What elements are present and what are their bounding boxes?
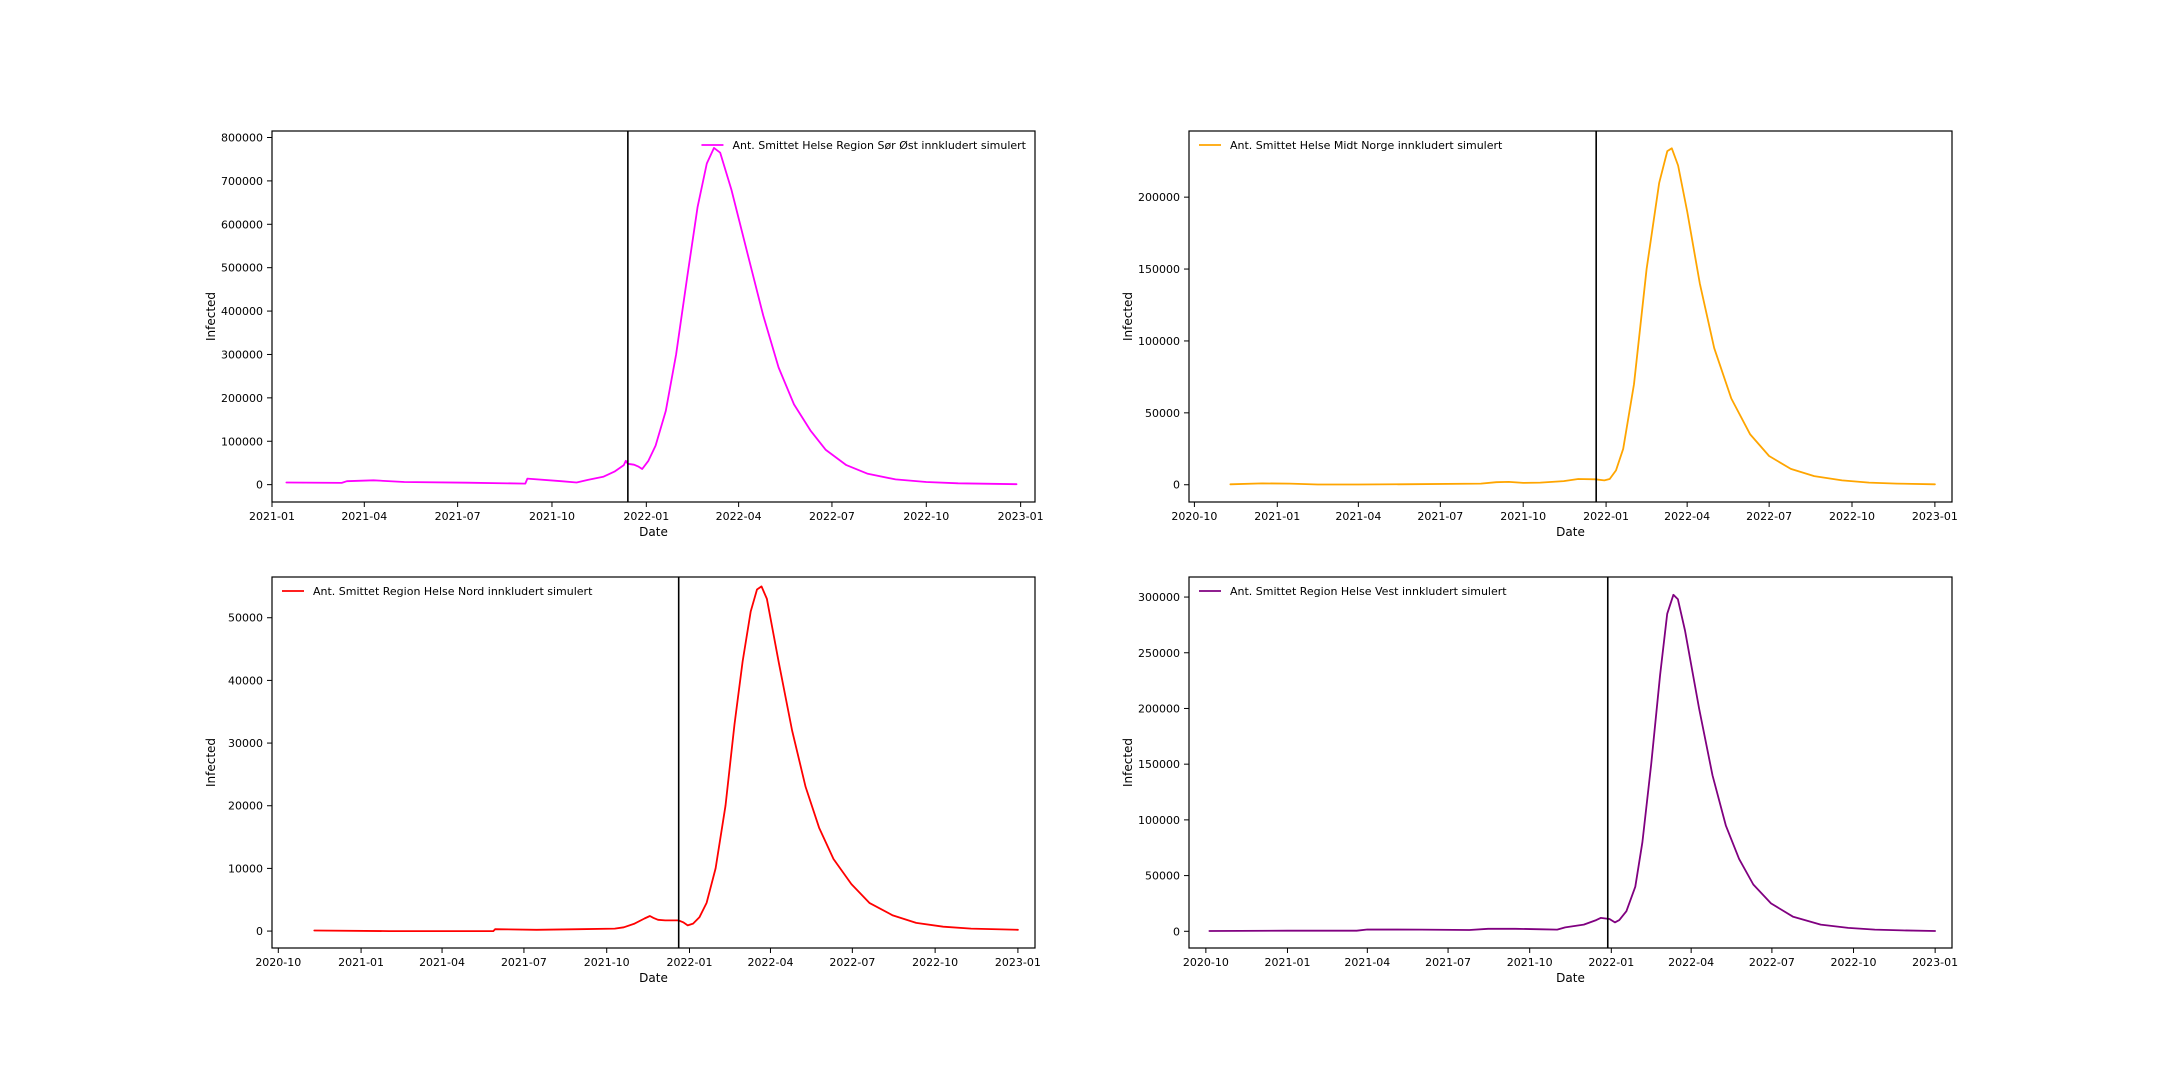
bottom-left-xtick-label: 2021-07 — [501, 956, 547, 969]
top-right-xtick-label: 2022-07 — [1746, 510, 1792, 523]
top-left-legend-label: Ant. Smittet Helse Region Sør Øst innklu… — [732, 139, 1026, 152]
top-left-xtick-label: 2023-01 — [998, 510, 1044, 523]
top-right-xtick-label: 2022-10 — [1829, 510, 1875, 523]
top-right-ytick-label: 100000 — [1138, 335, 1180, 348]
bottom-right-xtick-label: 2020-10 — [1183, 956, 1229, 969]
bottom-left-ytick-label: 50000 — [228, 612, 263, 625]
bottom-left-xtick-label: 2022-01 — [667, 956, 713, 969]
bottom-left-xtick-label: 2022-10 — [912, 956, 958, 969]
bottom-right-xtick-label: 2021-07 — [1425, 956, 1471, 969]
bottom-right-ytick-label: 0 — [1173, 925, 1180, 938]
top-right-xtick-label: 2023-01 — [1912, 510, 1958, 523]
top-left-xtick-label: 2022-10 — [903, 510, 949, 523]
bottom-left-xtick-label: 2022-04 — [747, 956, 793, 969]
top-left-xtick-label: 2022-07 — [809, 510, 855, 523]
bottom-right-xtick-label: 2022-04 — [1668, 956, 1714, 969]
bottom-left-xtick-label: 2021-04 — [419, 956, 465, 969]
top-left-ytick-label: 100000 — [221, 435, 263, 448]
top-left-ytick-label: 600000 — [221, 218, 263, 231]
top-right-ytick-label: 150000 — [1138, 263, 1180, 276]
bottom-left-ytick-label: 10000 — [228, 862, 263, 875]
top-right-xtick-label: 2021-07 — [1417, 510, 1463, 523]
bottom-left-xtick-label: 2021-01 — [338, 956, 384, 969]
top-left-xtick-label: 2021-07 — [435, 510, 481, 523]
top-left-series-line — [285, 146, 1018, 486]
bottom-right-series-line — [1208, 593, 1936, 932]
top-right-ytick-label: 50000 — [1145, 407, 1180, 420]
top-left-xtick-label: 2022-04 — [716, 510, 762, 523]
chart-panel-bottom-right: 0 50000 100000 150000 200000 250000 300000 2020… — [1121, 576, 1958, 985]
bottom-left-series-line — [313, 585, 1019, 932]
bottom-left-legend-label: Ant. Smittet Region Helse Nord innkluder… — [313, 585, 593, 598]
top-left-ytick-label: 800000 — [221, 132, 263, 145]
bottom-left-x-axis-label: Date — [639, 971, 668, 985]
top-left-axes-frame — [271, 130, 1036, 503]
top-left-xtick-label: 2021-10 — [529, 510, 575, 523]
bottom-right-xtick-label: 2023-01 — [1912, 956, 1958, 969]
top-right-ytick-label: 0 — [1173, 479, 1180, 492]
top-right-xtick-label: 2021-01 — [1254, 510, 1300, 523]
bottom-left-y-axis-label: Infected — [204, 738, 218, 787]
top-left-legend: Ant. Smittet Helse Region Sør Øst innklu… — [701, 139, 1027, 152]
bottom-left-xtick-label: 2022-07 — [829, 956, 875, 969]
bottom-left-ytick-label: 40000 — [228, 674, 263, 687]
top-left-ytick-label: 400000 — [221, 305, 263, 318]
top-left-ytick-label: 700000 — [221, 175, 263, 188]
bottom-left-ytick-label: 30000 — [228, 737, 263, 750]
top-right-x-axis-label: Date — [1556, 525, 1585, 539]
bottom-left-ytick-label: 20000 — [228, 800, 263, 813]
bottom-left-axes-frame — [271, 576, 1036, 949]
bottom-left-xtick-label: 2023-01 — [995, 956, 1041, 969]
top-left-ytick-label: 200000 — [221, 392, 263, 405]
top-right-xtick-label: 2021-10 — [1500, 510, 1546, 523]
top-right-xtick-label: 2020-10 — [1171, 510, 1217, 523]
top-right-axes-frame — [1188, 130, 1953, 503]
bottom-right-axes-frame — [1188, 576, 1953, 949]
bottom-left-legend: Ant. Smittet Region Helse Nord innkluder… — [282, 585, 593, 598]
top-left-xtick-label: 2021-01 — [249, 510, 295, 523]
bottom-right-xtick-label: 2021-10 — [1507, 956, 1553, 969]
top-left-xtick-label: 2021-04 — [341, 510, 387, 523]
bottom-right-y-axis-label: Infected — [1121, 738, 1135, 787]
top-left-ytick-label: 0 — [256, 479, 263, 492]
bottom-right-xtick-label: 2021-04 — [1344, 956, 1390, 969]
top-left-y-axis-label: Infected — [204, 292, 218, 341]
top-left-x-axis-label: Date — [639, 525, 668, 539]
top-left-ytick-label: 500000 — [221, 262, 263, 275]
bottom-left-ytick-label: 0 — [256, 925, 263, 938]
bottom-right-legend-label: Ant. Smittet Region Helse Vest innkluder… — [1230, 585, 1507, 598]
bottom-right-ytick-label: 50000 — [1145, 870, 1180, 883]
bottom-right-xtick-label: 2022-07 — [1749, 956, 1795, 969]
top-right-series-line — [1229, 147, 1936, 486]
top-right-xtick-label: 2022-01 — [1583, 510, 1629, 523]
bottom-right-ytick-label: 300000 — [1138, 591, 1180, 604]
top-right-xtick-label: 2022-04 — [1664, 510, 1710, 523]
chart-panel-top-right: 0 50000 100000 150000 200000 2020-10 2021-01 20… — [1121, 130, 1958, 539]
bottom-left-xtick-label: 2021-10 — [584, 956, 630, 969]
bottom-right-ytick-label: 100000 — [1138, 814, 1180, 827]
bottom-right-xtick-label: 2021-01 — [1264, 956, 1310, 969]
chart-panel-bottom-left: 0 10000 20000 30000 40000 50000 2020-10 2021-01… — [204, 576, 1041, 985]
bottom-right-xtick-label: 2022-01 — [1588, 956, 1634, 969]
bottom-right-xtick-label: 2022-10 — [1831, 956, 1877, 969]
top-left-ytick-label: 300000 — [221, 348, 263, 361]
bottom-right-legend: Ant. Smittet Region Helse Vest innkluder… — [1199, 585, 1507, 598]
top-left-xtick-label: 2022-01 — [623, 510, 669, 523]
top-right-legend: Ant. Smittet Helse Midt Norge innkludert… — [1199, 139, 1503, 152]
bottom-left-xtick-label: 2020-10 — [255, 956, 301, 969]
bottom-right-x-axis-label: Date — [1556, 971, 1585, 985]
top-right-ytick-label: 200000 — [1138, 191, 1180, 204]
top-right-xtick-label: 2021-04 — [1335, 510, 1381, 523]
top-right-y-axis-label: Infected — [1121, 292, 1135, 341]
chart-panel-top-left: 0 100000 200000 300000 400000 500000 600000 700… — [204, 130, 1044, 539]
top-right-legend-label: Ant. Smittet Helse Midt Norge innkludert… — [1230, 139, 1503, 152]
bottom-right-ytick-label: 200000 — [1138, 702, 1180, 715]
bottom-right-ytick-label: 150000 — [1138, 758, 1180, 771]
bottom-right-ytick-label: 250000 — [1138, 647, 1180, 660]
